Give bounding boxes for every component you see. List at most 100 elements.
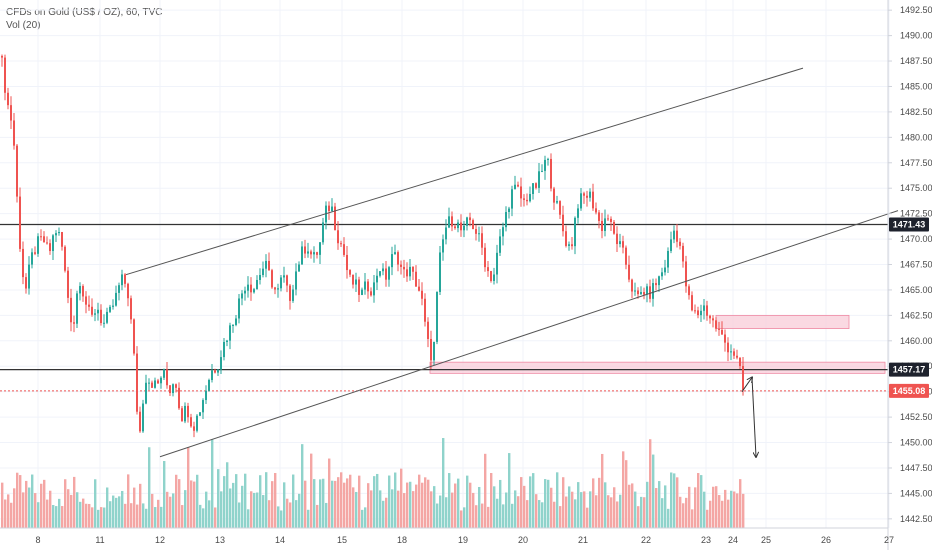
chart-symbol-legend[interactable]: CFDs on Gold (US$ / OZ), 60, TVC [6, 7, 163, 18]
volume-bar [574, 499, 577, 528]
volume-bar [523, 485, 526, 528]
volume-bar [400, 468, 403, 528]
volume-bar [562, 477, 565, 528]
volume-bar [391, 489, 394, 528]
volume-bar [541, 502, 544, 528]
candle-body [88, 304, 90, 307]
candle-body [64, 246, 66, 271]
volume-bar [520, 477, 523, 528]
volume-bar [67, 489, 70, 528]
candle-body [229, 325, 231, 341]
volume-bar [484, 453, 487, 528]
candle-body [484, 247, 486, 268]
candle-body [163, 369, 165, 378]
volume-bar [94, 479, 97, 528]
volume-bar [514, 490, 517, 528]
candle-body [283, 275, 285, 278]
candle-body [154, 380, 156, 388]
volume-bar [310, 453, 313, 528]
candle-body [418, 286, 420, 291]
volume-bar [202, 508, 205, 528]
candle-body [307, 251, 309, 254]
candle-body [463, 225, 465, 231]
candle-body [148, 382, 150, 384]
volume-bar [49, 490, 52, 528]
volume-bar [685, 497, 688, 528]
volume-bar [85, 503, 88, 528]
candle-body [25, 277, 27, 289]
x-tick-label: 14 [275, 535, 285, 545]
volume-bar [223, 476, 226, 528]
candle-body [508, 208, 510, 213]
candle-body [394, 252, 396, 255]
candle-body [541, 170, 543, 172]
volume-bar [490, 473, 493, 528]
candle-body [727, 342, 729, 353]
candle-body [334, 206, 336, 231]
volume-bar [124, 503, 127, 528]
trend-lines[interactable] [125, 67, 899, 458]
candle-body [415, 271, 417, 287]
volume-bar [736, 493, 739, 528]
candle-body [382, 268, 384, 272]
x-tick-label: 24 [728, 535, 738, 545]
volume-bar [211, 439, 214, 528]
candle-body [286, 275, 288, 286]
volume-indicator-legend[interactable]: Vol (20) [6, 20, 41, 31]
volume-bar [340, 472, 343, 528]
volume-bar [451, 492, 454, 528]
drop-arrow [751, 377, 756, 456]
volume-bar [613, 487, 616, 528]
candle-body [472, 220, 474, 230]
volume-bar [664, 485, 667, 528]
candle-body [520, 186, 522, 199]
volume-bar [499, 479, 502, 528]
candle-body [637, 290, 639, 295]
volume-bar [376, 473, 379, 528]
volume-bar [160, 506, 163, 528]
candle-body [268, 260, 270, 271]
volume-bar [688, 486, 691, 528]
candle-body [592, 191, 594, 209]
candle-body [358, 279, 360, 295]
volume-bar [658, 481, 661, 528]
volume-bar [289, 502, 292, 528]
channel-lower [159, 210, 899, 458]
volume-bar [106, 487, 109, 528]
volume-bar [226, 462, 229, 528]
candle-body [670, 239, 672, 251]
volume-bar [670, 472, 673, 528]
candle-body [52, 235, 54, 252]
candle-body [526, 199, 528, 202]
volume-bar [730, 490, 733, 528]
time-axis[interactable]: 811121314151819202122232425262728 [0, 527, 932, 545]
candle-body [343, 244, 345, 255]
candle-body [313, 252, 315, 255]
candle-body [499, 236, 501, 253]
candle-body [259, 275, 261, 280]
pullback-arrow [741, 377, 752, 392]
candle-body [340, 243, 342, 245]
volume-bar [97, 509, 100, 528]
candle-body [712, 318, 714, 321]
candle-body [211, 370, 213, 380]
volume-bar [118, 496, 121, 528]
candle-body [127, 283, 129, 299]
candle-body [571, 244, 573, 247]
candle-body [604, 218, 606, 232]
volume-bar [19, 475, 22, 528]
volume-bar [580, 492, 583, 528]
volume-bar [511, 503, 514, 528]
volume-bar [244, 473, 247, 528]
candle-body [529, 194, 531, 202]
volume-bar [199, 504, 202, 528]
candle-body [37, 236, 39, 254]
candle-body [478, 233, 480, 235]
candle-body [577, 208, 579, 218]
candle-body [445, 227, 447, 240]
candle-body [595, 208, 597, 213]
candle-body [367, 281, 369, 292]
price-axis[interactable]: 1442.50 1445.00 1447.50 1450.00 1452.50 1455.… [887, 0, 932, 550]
candle-body [202, 400, 204, 413]
